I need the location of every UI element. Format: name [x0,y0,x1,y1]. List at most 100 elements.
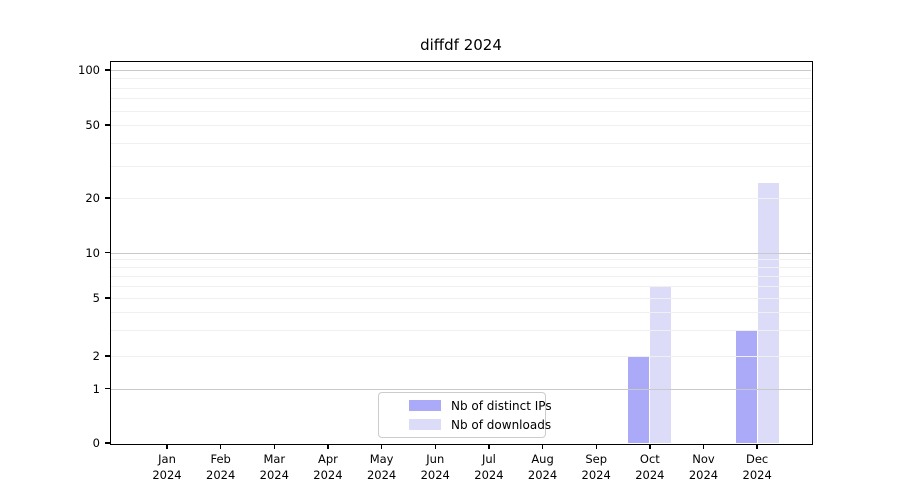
x-tick-label-jun-2024: Jun 2024 [403,451,467,483]
y-tick-mark [104,442,110,444]
x-tick-month: May [369,452,394,466]
x-tick-label-jul-2024: Jul 2024 [457,451,521,483]
x-tick-month: Dec [746,452,769,466]
gridline-minor [111,110,811,112]
x-tick-month: Apr [317,452,338,466]
x-tick-month: Jan [158,452,176,466]
gridline-major [111,252,811,254]
y-tick-mark [104,387,110,390]
gridline-minor [111,125,811,126]
ticks-layer: 0 1 2 5 10 20 50 100 Jan 2024 Feb 2024 Mar 2024 Apr 202… [78,62,811,482]
y-tick-label: 100 [78,63,100,77]
x-tick-label-aug-2024: Aug 2024 [511,451,575,483]
x-tick-label-apr-2024: Apr 2024 [296,451,360,483]
chart-title: diffdf 2024 [420,36,502,54]
x-tick-month: Jun [426,452,445,466]
y-tick-mark [104,297,110,299]
y-tick-mark [104,197,110,199]
gridline-minor [111,356,811,357]
gridline-minor [111,330,811,332]
bar-nb-of-downloads-dec-2024 [757,183,779,443]
x-tick-year: 2024 [527,468,558,482]
x-tick-mark [380,444,383,449]
x-tick-mark [488,444,490,449]
y-tick-mark [104,124,110,126]
x-tick-year: 2024 [635,468,665,482]
x-tick-label-nov-2024: Nov 2024 [672,451,736,483]
gridline-major [111,70,811,71]
y-tick-label: 5 [92,291,100,305]
gridline-minor [111,312,811,314]
gridline-minor [111,267,811,269]
x-tick-year: 2024 [474,468,504,482]
gridline-major [111,388,811,390]
gridline-minor [111,87,811,89]
legend-label-distinct-ips: Nb of distinct IPs [451,398,552,413]
x-tick-label-mar-2024: Mar 2024 [242,451,306,483]
x-tick-mark [273,444,275,449]
bar-nb-of-distinct-ips-dec-2024 [735,330,757,443]
x-tick-mark [756,444,758,449]
gridline-minor [111,142,811,144]
y-tick-label: 10 [85,245,100,260]
x-tick-mark [166,444,168,449]
gridline-minor [111,286,811,288]
gridline-minor [111,165,811,167]
x-tick-label-jan-2024: Jan 2024 [135,451,199,483]
x-tick-year: 2024 [366,468,397,482]
y-tick-mark [104,355,110,357]
gridline-minor [111,259,811,261]
legend-item-downloads: Nb of downloads [409,417,551,433]
bar-nb-of-distinct-ips-oct-2024 [628,356,650,443]
x-tick-label-dec-2024: Dec 2024 [725,451,789,483]
legend-label-downloads: Nb of downloads [451,417,552,432]
gridline-minor [111,275,811,277]
x-tick-year: 2024 [420,468,450,482]
x-tick-month: Sep [585,452,608,466]
x-tick-label-feb-2024: Feb 2024 [189,451,253,483]
x-tick-month: Aug [531,452,554,466]
y-tick-mark [104,69,110,71]
legend: Nb of distinct IPs Nb of downloads [378,392,552,438]
x-tick-mark [434,444,436,449]
legend-swatch-distinct-ips [409,400,441,411]
x-tick-month: Nov [692,452,715,466]
x-tick-year: 2024 [313,468,343,482]
x-tick-year: 2024 [259,468,289,482]
x-tick-mark [595,444,597,449]
x-tick-label-sep-2024: Sep 2024 [564,451,628,483]
x-tick-label-oct-2024: Oct 2024 [618,451,682,483]
y-tick-label: 1 [92,381,100,396]
x-tick-mark [219,444,222,449]
bar-nb-of-downloads-oct-2024 [650,286,672,443]
x-tick-year: 2024 [581,468,611,482]
x-tick-year: 2024 [152,468,182,482]
gridline-minor [111,78,811,80]
x-tick-month: Oct [639,452,660,466]
x-tick-mark [541,444,544,449]
y-tick-mark [104,251,110,254]
plot-area: 0 1 2 5 10 20 50 100 Jan 2024 Feb 2024 Mar 2024 Apr 202… [78,60,813,482]
gridline-minor [111,98,811,100]
y-tick-label: 0 [92,436,100,450]
x-tick-mark [327,444,329,449]
x-tick-year: 2024 [688,468,719,482]
gridline-minor [111,298,811,299]
x-tick-month: Jul [481,452,496,466]
x-tick-month: Feb [210,452,231,466]
x-tick-month: Mar [263,452,286,466]
y-tick-label: 2 [92,349,100,363]
y-tick-label: 20 [85,191,100,205]
bars-layer [111,62,811,443]
x-tick-year: 2024 [206,468,236,482]
gridline-minor [111,198,811,199]
x-tick-mark [702,444,705,449]
y-tick-label: 50 [85,118,100,132]
x-tick-label-may-2024: May 2024 [350,451,414,483]
x-tick-mark [649,444,651,449]
grid-layer [111,62,811,443]
legend-item-distinct-ips: Nb of distinct IPs [409,398,552,414]
x-tick-year: 2024 [742,468,772,482]
legend-swatch-downloads [409,419,441,430]
